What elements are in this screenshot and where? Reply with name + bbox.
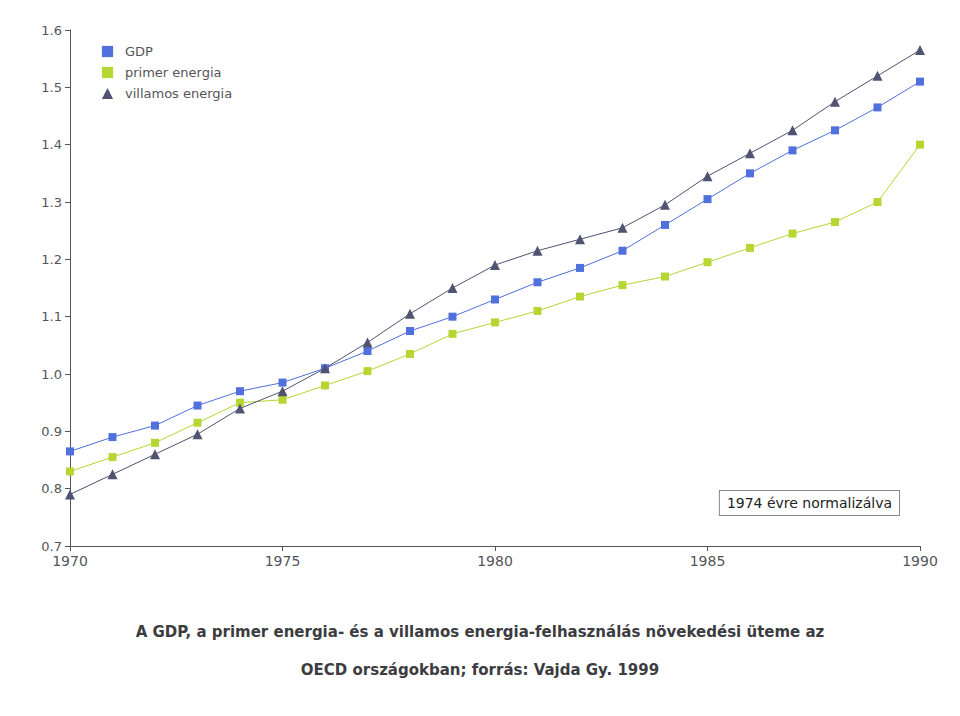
svg-text:1990: 1990 xyxy=(902,553,938,569)
svg-text:0.8: 0.8 xyxy=(41,481,62,496)
svg-text:villamos energia: villamos energia xyxy=(125,86,232,101)
svg-text:0.7: 0.7 xyxy=(41,539,62,554)
svg-text:1.4: 1.4 xyxy=(41,137,62,152)
svg-text:1970: 1970 xyxy=(52,553,88,569)
svg-text:1980: 1980 xyxy=(477,553,513,569)
svg-text:1.6: 1.6 xyxy=(41,23,62,38)
svg-text:primer energia: primer energia xyxy=(125,65,222,80)
svg-text:OECD országokban; forrás: Vajd: OECD országokban; forrás: Vajda Gy. 1999 xyxy=(301,661,659,679)
svg-text:0.9: 0.9 xyxy=(41,424,62,439)
svg-text:1.2: 1.2 xyxy=(41,252,62,267)
svg-text:1.5: 1.5 xyxy=(41,80,62,95)
svg-text:1.1: 1.1 xyxy=(41,309,62,324)
svg-text:1974 évre normalizálva: 1974 évre normalizálva xyxy=(727,495,892,511)
svg-text:1.0: 1.0 xyxy=(41,367,62,382)
svg-text:1975: 1975 xyxy=(265,553,301,569)
svg-text:A GDP, a primer energia- és a: A GDP, a primer energia- és a villamos e… xyxy=(136,623,825,641)
svg-text:GDP: GDP xyxy=(125,44,153,59)
svg-text:1985: 1985 xyxy=(690,553,726,569)
svg-text:1.3: 1.3 xyxy=(41,195,62,210)
